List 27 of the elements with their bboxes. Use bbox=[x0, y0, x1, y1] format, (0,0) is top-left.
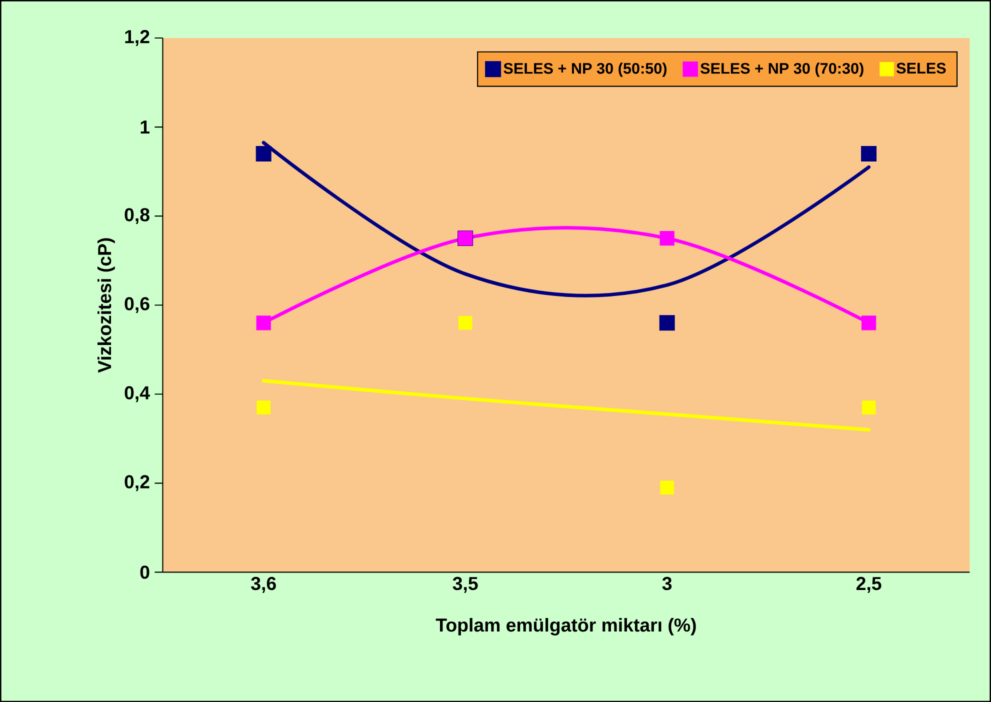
point bbox=[256, 315, 271, 330]
y-tick-label: 1 bbox=[140, 120, 150, 134]
x-tick-label: 3,6 bbox=[251, 576, 276, 593]
x-axis-title: Toplam emülgatör miktarı (%) bbox=[436, 618, 696, 636]
point bbox=[660, 480, 674, 494]
point bbox=[862, 400, 876, 414]
y-axis-title: Vizkozitesi (cP) bbox=[97, 238, 115, 373]
y-tick-label: 1,2 bbox=[125, 30, 150, 46]
point bbox=[256, 400, 270, 414]
point bbox=[861, 146, 877, 162]
y-tick-label: 0,8 bbox=[124, 208, 150, 224]
y-tick-label: 0 bbox=[140, 565, 150, 579]
y-tick-label: 0,2 bbox=[124, 475, 150, 492]
x-tick-label: 2,5 bbox=[856, 576, 882, 593]
y-tick-label: 0,6 bbox=[124, 297, 150, 313]
point bbox=[458, 316, 472, 330]
legend-label: SELES + NP 30 (50:50) bbox=[504, 62, 667, 77]
y-tick-label: 0,4 bbox=[124, 386, 150, 402]
legend-label: SELES bbox=[896, 62, 946, 74]
line-series bbox=[262, 378, 871, 432]
point bbox=[660, 230, 674, 246]
point bbox=[256, 146, 272, 162]
x-tick-label: 3 bbox=[662, 576, 672, 590]
point bbox=[659, 315, 675, 331]
point bbox=[861, 315, 876, 330]
legend-label: SELES + NP 30 (70:30) bbox=[700, 62, 864, 77]
x-tick-label: 3,5 bbox=[452, 576, 478, 593]
